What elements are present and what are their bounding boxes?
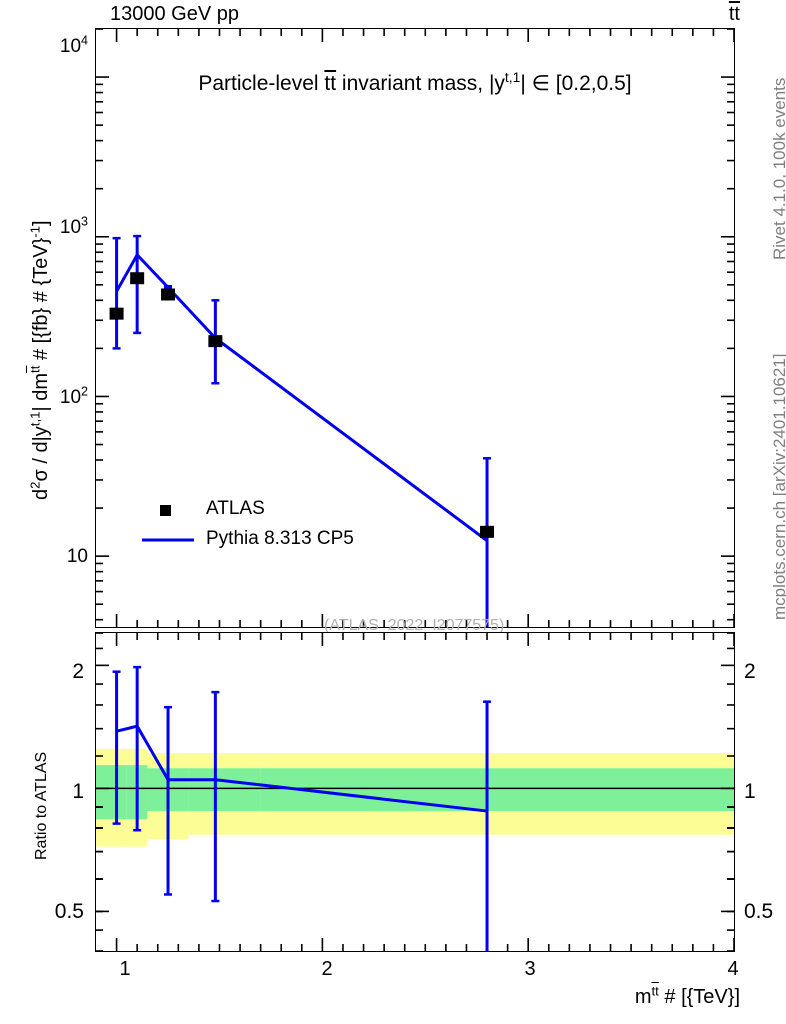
x-axis-title: mtt # [{TeV}]: [634, 983, 740, 1009]
main-ytick-1e2-exp: 2: [81, 384, 88, 399]
legend-marker-square-icon: [160, 505, 171, 516]
mcplots-source-caption: mcplots.cern.ch [arXiv:2401.10621]: [770, 353, 786, 620]
ylabel-sup2: 2: [27, 481, 43, 489]
main-ytick-1e4: 104: [8, 33, 88, 58]
xlabel-sup-tt: tt: [651, 983, 659, 999]
main-ytick-1e4-exp: 4: [81, 33, 88, 48]
ratio-ytick-2-left: 2: [72, 660, 84, 683]
header-beam-info: 13000 GeV pp: [110, 3, 239, 25]
ylabel-d: d: [30, 488, 52, 500]
plot-title: Particle-level tt invariant mass, |yt,1|…: [198, 69, 632, 96]
legend-label-atlas: ATLAS: [206, 498, 265, 519]
ylabel-sup-tt: tt: [27, 365, 43, 373]
main-ytick-1e3: 103: [8, 214, 88, 239]
ratio-ytick-05-left: 0.5: [54, 900, 84, 923]
main-ytick-1e4-base: 10: [59, 36, 82, 57]
title-tt: tt: [324, 72, 337, 95]
xtick-4: 4: [727, 958, 739, 980]
legend-label-pythia: Pythia 8.313 CP5: [206, 528, 354, 549]
header-process-text: tt: [728, 3, 740, 25]
ylabel-sup-t1: t,1: [27, 411, 43, 427]
header-process-label: tt: [729, 3, 740, 26]
ylabel-sigma: σ / d|y: [30, 426, 52, 482]
ratio-plot-panel: [95, 632, 735, 952]
main-ytick-1e3-base: 10: [59, 217, 82, 238]
xtick-3: 3: [524, 958, 536, 980]
title-suffix: | ∈ [0.2,0.5]: [520, 72, 632, 95]
main-ytick-1e1: 10: [8, 546, 88, 568]
xlabel-units: # [{TeV}]: [658, 986, 740, 1008]
rivet-version-caption: Rivet 4.1.0, 100k events: [770, 77, 786, 260]
ratio-ytick-2-right: 2: [744, 660, 756, 683]
title-sup: t,1: [504, 69, 521, 85]
title-mid: invariant mass, |y: [336, 72, 505, 95]
xtick-1: 1: [119, 958, 131, 980]
main-ytick-1e1-base: 10: [66, 546, 88, 567]
main-ytick-1e3-exp: 3: [81, 214, 88, 229]
main-y-axis-title: d2σ / d|yt,1| dmtt # [{fb} # {TeV}-1]: [27, 220, 53, 500]
ratio-ytick-1-right: 1: [744, 780, 756, 803]
main-ytick-1e2-base: 10: [59, 387, 82, 408]
title-prefix: Particle-level: [198, 72, 325, 95]
ylabel-units: # [{fb} # {TeV}: [30, 237, 52, 366]
main-plot-canvas: [96, 29, 734, 627]
ratio-ytick-1-left: 1: [72, 780, 84, 803]
main-plot-panel: Particle-level tt invariant mass, |yt,1|…: [95, 28, 735, 634]
main-ytick-1e2: 102: [8, 384, 88, 409]
ratio-y-axis-title: Ratio to ATLAS: [33, 751, 50, 860]
analysis-id-watermark: (ATLAS_2022_I2077575): [324, 617, 505, 634]
legend-line-icon: [142, 538, 194, 542]
xlabel-m: m: [634, 986, 652, 1008]
ratio-ytick-05-right: 0.5: [744, 900, 774, 923]
xtick-2: 2: [321, 958, 333, 980]
ratio-plot-canvas: [96, 633, 734, 951]
